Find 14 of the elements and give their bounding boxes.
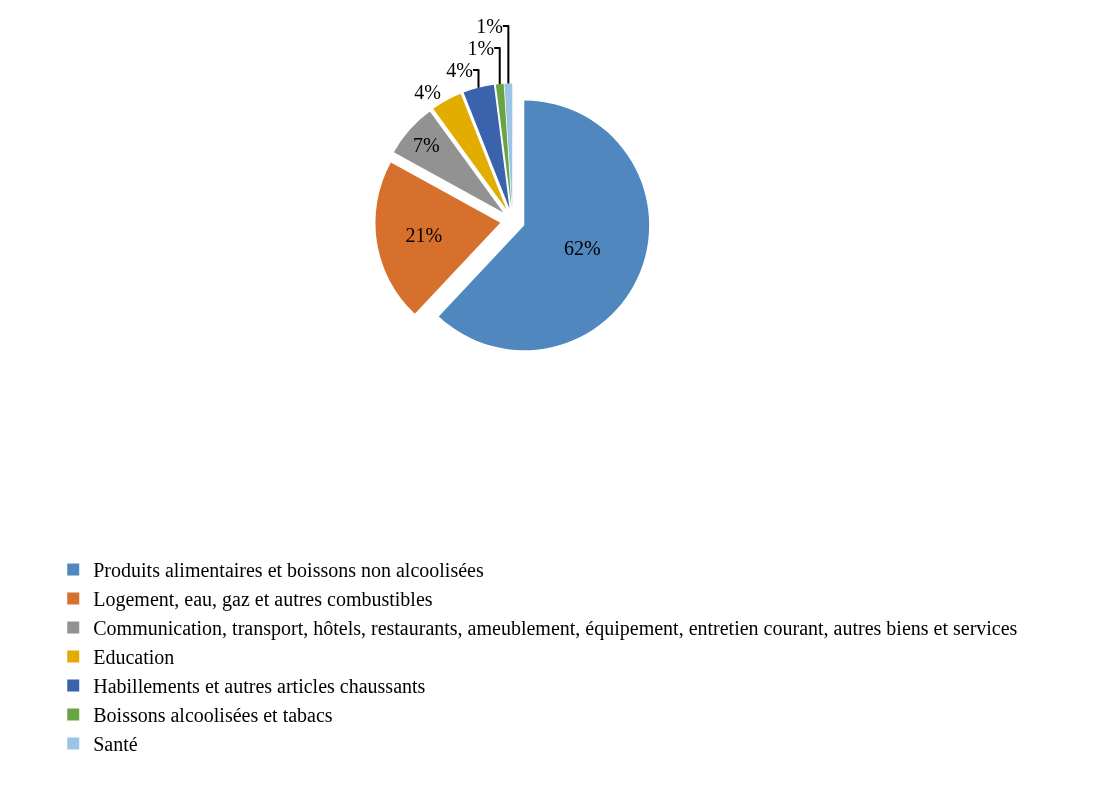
legend-label: Habillements et autres articles chaussants: [93, 675, 426, 698]
data-label: 1%: [467, 36, 495, 59]
data-label: 4%: [446, 58, 473, 81]
legend-label: Logement, eau, gaz et autres combustibles: [93, 588, 433, 612]
data-label: 1%: [476, 14, 503, 37]
data-label: 7%: [413, 133, 440, 156]
data-label: 21%: [405, 223, 443, 246]
legend-label: Communication, transport, hôtels, restaurants, ameublement, équipement, entretien courant, autres biens et services: [93, 617, 1018, 641]
legend-label: Education: [93, 646, 175, 669]
legend-label: Boissons alcoolisées et tabacs: [93, 704, 333, 727]
data-label: 62%: [564, 237, 601, 260]
data-label: 4%: [414, 80, 441, 103]
legend-label: Produits alimentaires et boissons non alcoolisées: [93, 559, 484, 582]
legend-label: Santé: [93, 733, 138, 756]
